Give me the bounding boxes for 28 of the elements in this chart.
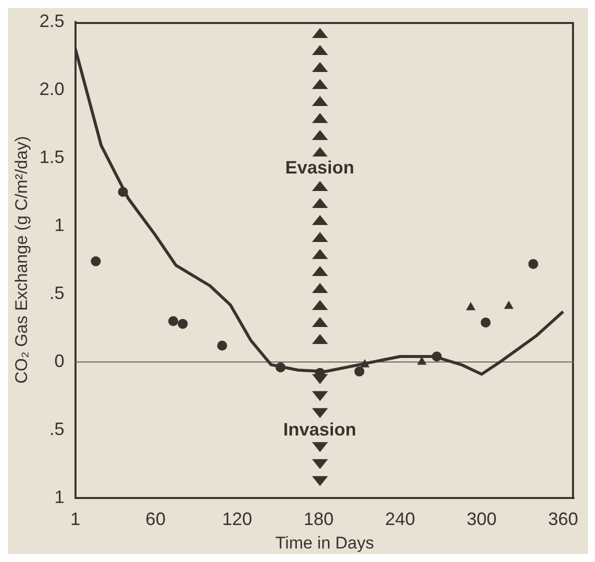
annotation: Invasion xyxy=(279,418,360,442)
x-tick-label: 1 xyxy=(70,508,80,529)
y-tick-label: 1.5 xyxy=(39,146,64,167)
y-tick-label: .5 xyxy=(49,418,64,439)
point xyxy=(217,340,228,351)
y-tick-label: 1 xyxy=(54,214,64,235)
point xyxy=(528,258,538,269)
y-tick-label: .5 xyxy=(49,282,64,303)
point xyxy=(480,317,491,328)
x-tick-label: 360 xyxy=(548,508,578,529)
point xyxy=(90,256,101,266)
y-axis-title: CO₂ Gas Exchange (g C/m²/day) xyxy=(12,136,31,384)
x-tick-label: 180 xyxy=(304,508,334,529)
y-tick-label: 0 xyxy=(54,350,64,371)
point xyxy=(466,302,476,310)
x-tick-label: 240 xyxy=(385,508,416,529)
x-tick-label: 120 xyxy=(222,508,252,529)
point xyxy=(178,318,188,329)
annotation: Evasion xyxy=(281,156,358,180)
y-tick-label: 2.0 xyxy=(39,78,64,99)
point xyxy=(504,301,514,309)
point xyxy=(168,316,178,326)
x-tick-label: 300 xyxy=(466,508,497,529)
y-tick-label: 2.5 xyxy=(39,10,64,31)
point xyxy=(354,366,364,376)
x-tick-label: 60 xyxy=(146,508,166,529)
x-axis-title: Time in Days xyxy=(275,533,374,552)
y-tick-label: 1 xyxy=(54,486,64,507)
